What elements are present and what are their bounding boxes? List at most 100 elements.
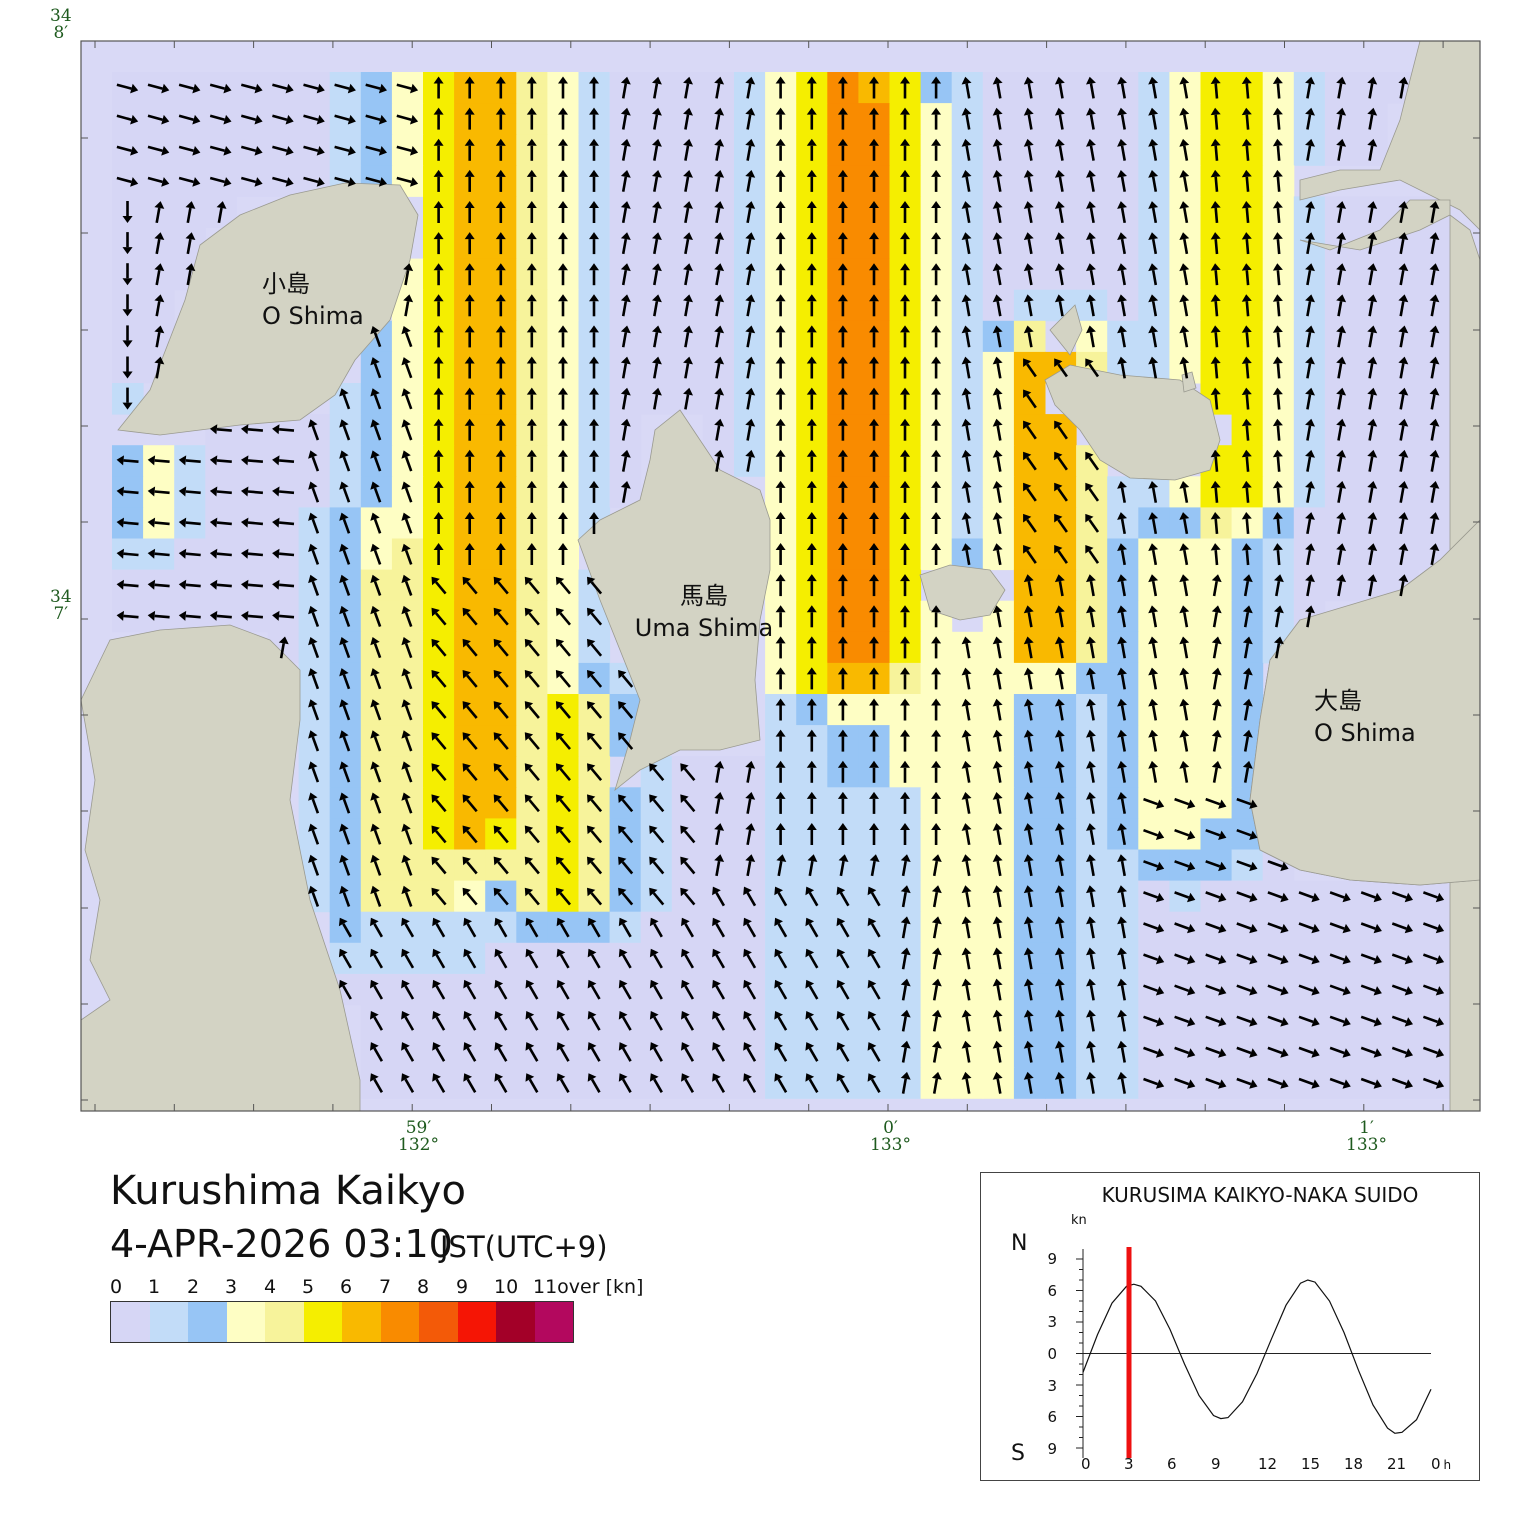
current-arrow-shaft bbox=[1391, 953, 1407, 961]
current-arrow-shaft bbox=[1360, 922, 1376, 930]
current-arrow-head bbox=[587, 763, 596, 772]
current-arrow-shaft bbox=[715, 114, 721, 130]
current-arrow-shaft bbox=[497, 581, 509, 595]
current-arrow-head bbox=[1398, 387, 1409, 396]
current-arrow-head bbox=[774, 917, 783, 927]
current-arrow-shaft bbox=[154, 459, 170, 463]
current-arrow-head bbox=[524, 794, 534, 803]
current-arrow-shaft bbox=[497, 923, 508, 938]
current-arrow-head bbox=[1241, 325, 1252, 333]
current-arrow-shaft bbox=[621, 861, 634, 875]
current-arrow-head bbox=[403, 294, 414, 303]
current-arrow-shaft bbox=[1089, 674, 1095, 690]
tide-curve bbox=[1082, 1279, 1432, 1434]
current-arrow-shaft bbox=[870, 892, 881, 907]
current-arrow-head bbox=[1148, 605, 1159, 614]
current-arrow-shaft bbox=[1422, 922, 1438, 930]
current-arrow-head bbox=[931, 201, 942, 208]
current-arrow-shaft bbox=[1399, 549, 1405, 566]
current-arrow-head bbox=[1435, 923, 1445, 934]
current-arrow-shaft bbox=[373, 736, 382, 752]
current-arrow-head bbox=[339, 699, 349, 708]
current-arrow-head bbox=[308, 543, 318, 552]
current-arrow-head bbox=[992, 1040, 1003, 1049]
current-arrow-shaft bbox=[311, 674, 320, 690]
current-arrow-shaft bbox=[1089, 114, 1095, 130]
current-arrow-head bbox=[433, 138, 444, 146]
current-arrow-shaft bbox=[373, 985, 384, 1000]
current-arrow-head bbox=[681, 917, 690, 927]
current-arrow-head bbox=[526, 294, 537, 302]
current-arrow-head bbox=[992, 916, 1003, 925]
map-title: Kurushima Kaikyo bbox=[110, 1168, 466, 1214]
current-arrow-head bbox=[339, 761, 349, 770]
current-arrow-shaft bbox=[1120, 954, 1126, 970]
current-arrow-shaft bbox=[1399, 394, 1405, 410]
current-arrow-head bbox=[526, 201, 537, 208]
tide-chart-title: KURUSIMA KAIKYO-NAKA SUIDO bbox=[1101, 1183, 1419, 1207]
current-arrow-shaft bbox=[247, 614, 264, 619]
current-arrow-head bbox=[370, 450, 380, 459]
current-arrow-head bbox=[992, 418, 1003, 427]
current-arrow-shaft bbox=[155, 238, 161, 255]
current-arrow-shaft bbox=[1183, 301, 1189, 317]
current-arrow-head bbox=[154, 263, 165, 272]
current-arrow-shaft bbox=[1089, 923, 1095, 939]
legend-label: 2 bbox=[187, 1276, 200, 1298]
current-arrow-head bbox=[1311, 1048, 1320, 1058]
current-arrow-shaft bbox=[808, 860, 814, 877]
current-arrow-head bbox=[495, 107, 506, 115]
current-arrow-head bbox=[1187, 861, 1196, 872]
current-arrow-head bbox=[1272, 294, 1283, 302]
current-arrow-head bbox=[992, 885, 1003, 894]
current-arrow-shaft bbox=[116, 114, 132, 121]
current-arrow-head bbox=[931, 1071, 942, 1080]
current-arrow-head bbox=[178, 517, 187, 528]
current-arrow-shaft bbox=[1245, 394, 1250, 410]
current-arrow-head bbox=[589, 138, 599, 146]
current-arrow-shaft bbox=[1329, 953, 1345, 961]
current-arrow-shaft bbox=[1151, 238, 1158, 255]
current-arrow-head bbox=[867, 917, 877, 927]
current-arrow-head bbox=[339, 637, 349, 646]
current-arrow-head bbox=[775, 574, 786, 582]
lat-label-8: 34 8′ bbox=[50, 6, 72, 43]
current-arrow-shaft bbox=[653, 394, 659, 410]
current-arrow-shaft bbox=[715, 456, 721, 472]
current-arrow-head bbox=[837, 605, 848, 613]
current-arrow-head bbox=[370, 854, 380, 863]
current-arrow-shaft bbox=[342, 767, 351, 783]
current-arrow-shaft bbox=[1306, 580, 1312, 597]
current-arrow-head bbox=[524, 670, 534, 679]
current-arrow-shaft bbox=[497, 985, 508, 1000]
current-arrow-shaft bbox=[715, 829, 721, 846]
current-arrow-shaft bbox=[715, 176, 721, 192]
current-arrow-shaft bbox=[404, 1016, 415, 1031]
current-arrow-head bbox=[1398, 76, 1409, 85]
current-arrow-head bbox=[587, 887, 596, 897]
current-arrow-head bbox=[712, 917, 721, 927]
current-arrow-head bbox=[1367, 387, 1378, 396]
current-arrow-shaft bbox=[1120, 176, 1126, 192]
current-arrow-head bbox=[433, 418, 444, 426]
current-arrow-head bbox=[339, 605, 349, 615]
current-arrow-head bbox=[558, 387, 568, 395]
current-arrow-shaft bbox=[1057, 456, 1068, 471]
current-arrow-head bbox=[192, 83, 201, 94]
current-arrow-shaft bbox=[1275, 580, 1281, 597]
current-arrow-head bbox=[745, 760, 756, 769]
current-arrow-head bbox=[526, 543, 537, 550]
current-arrow-head bbox=[1241, 418, 1252, 427]
legend-label: 4 bbox=[264, 1276, 277, 1298]
current-arrow-head bbox=[1054, 978, 1065, 987]
current-arrow-shaft bbox=[653, 1078, 663, 1093]
current-arrow-shaft bbox=[715, 1047, 726, 1062]
current-arrow-head bbox=[1023, 574, 1034, 583]
current-arrow-head bbox=[462, 856, 471, 866]
current-arrow-shaft bbox=[342, 954, 352, 969]
current-arrow-head bbox=[587, 825, 596, 835]
current-arrow-shaft bbox=[1120, 705, 1126, 721]
current-arrow-head bbox=[1210, 263, 1221, 271]
current-arrow-shaft bbox=[466, 674, 478, 688]
current-arrow-head bbox=[493, 856, 502, 866]
